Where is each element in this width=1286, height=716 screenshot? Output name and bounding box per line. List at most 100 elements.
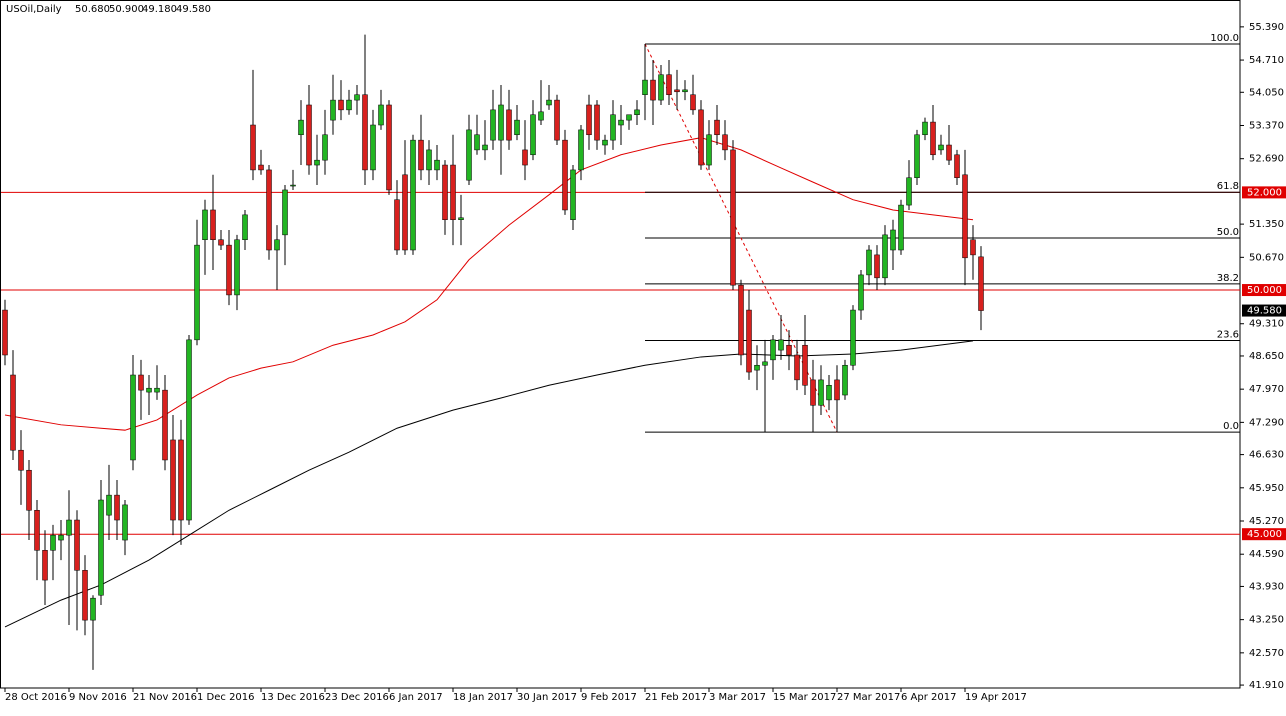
y-tick-label: 55.390 [1249, 22, 1284, 33]
x-tick-label: 21 Feb 2017 [645, 692, 707, 703]
candle-body [146, 387, 152, 393]
y-tick-label: 42.570 [1249, 648, 1284, 659]
fib-level-label: 23.6 [1217, 330, 1239, 341]
candle-body [786, 344, 792, 356]
candle-body [90, 597, 96, 621]
price-level-label: 52.000 [1247, 187, 1282, 198]
candle-body [554, 99, 560, 141]
candle-body [850, 309, 856, 366]
candle-body [834, 379, 840, 401]
plot-frame [0, 0, 1241, 689]
candle-body [330, 99, 336, 121]
chart-title: USOil,Daily [6, 4, 62, 15]
candle-body [610, 114, 616, 141]
candle-body [282, 189, 288, 236]
candle-body [714, 119, 720, 136]
candle-body [210, 209, 216, 241]
moving-average [4, 340, 974, 628]
ohlc-open: 50.680 [75, 4, 110, 15]
candle-body [306, 104, 312, 166]
candle-body [106, 494, 112, 516]
candle-body [698, 109, 704, 166]
candle-body [42, 550, 48, 581]
candle-body [234, 239, 240, 296]
candle-body [138, 374, 144, 391]
y-tick-label: 54.050 [1249, 87, 1284, 98]
candle-body [810, 379, 816, 406]
candle-body [482, 144, 488, 151]
y-tick-label: 43.930 [1249, 581, 1284, 592]
x-tick-label: 21 Nov 2016 [133, 692, 197, 703]
candle-body [250, 124, 256, 171]
candle-body [546, 99, 552, 106]
candle-body [66, 519, 72, 536]
candle-body [770, 339, 776, 361]
candle-body [178, 439, 184, 521]
candle-body [722, 134, 728, 151]
candle-body [506, 109, 512, 141]
candle-body [394, 199, 400, 251]
x-tick-label: 6 Jan 2017 [389, 692, 443, 703]
x-tick-label: 19 Apr 2017 [965, 692, 1027, 703]
candle-body [58, 534, 64, 541]
candle-body [618, 119, 624, 126]
candle-body [314, 159, 320, 166]
candle-body [170, 439, 176, 521]
y-tick-label: 43.250 [1249, 615, 1284, 626]
candle-body [498, 104, 504, 141]
y-tick-label: 53.370 [1249, 120, 1284, 131]
candle-body [562, 139, 568, 211]
candle-body [674, 89, 680, 93]
y-tick-label: 45.270 [1249, 516, 1284, 527]
price-level-tag [1242, 284, 1286, 297]
candle-body [690, 94, 696, 111]
candle-body [530, 114, 536, 156]
x-tick-label: 15 Mar 2017 [773, 692, 836, 703]
x-tick-label: 9 Nov 2016 [69, 692, 127, 703]
y-tick-label: 41.910 [1249, 680, 1284, 691]
candle-body [338, 99, 344, 111]
candle-body [258, 164, 264, 171]
candle-body [34, 510, 40, 551]
candle-body [898, 204, 904, 251]
candle-body [842, 364, 848, 396]
candle-body [882, 234, 888, 279]
candle-body [602, 139, 608, 146]
candle-body [794, 354, 800, 381]
candle-body [682, 89, 688, 93]
candle-body [322, 134, 328, 161]
candle-body [474, 134, 480, 151]
candle-body [594, 104, 600, 141]
fib-level-label: 50.0 [1217, 227, 1239, 238]
candle-body [114, 494, 120, 521]
candle-body [938, 144, 944, 151]
x-tick-label: 1 Dec 2016 [197, 692, 255, 703]
candle-body [186, 339, 192, 521]
candle-body [122, 504, 128, 541]
y-tick-label: 48.650 [1249, 351, 1284, 362]
y-tick-label: 54.710 [1249, 55, 1284, 66]
x-tick-label: 3 Mar 2017 [709, 692, 766, 703]
candle-body [754, 364, 760, 371]
candle-body [458, 217, 464, 220]
candle-body [442, 164, 448, 220]
candle-body [746, 309, 752, 373]
candle-body [410, 139, 416, 251]
candle-body [18, 449, 24, 471]
candle-body [202, 209, 208, 241]
candle-body [570, 169, 576, 220]
y-tick-label: 46.630 [1249, 450, 1284, 461]
candle-body [346, 99, 352, 111]
candle-body [658, 74, 664, 101]
current-price-tag [1242, 304, 1286, 317]
candle-body [586, 104, 592, 136]
candle-body [218, 239, 224, 246]
x-tick-label: 18 Jan 2017 [453, 692, 513, 703]
candle-body [26, 469, 32, 511]
candle-body [266, 169, 272, 251]
y-tick-label: 45.950 [1249, 483, 1284, 494]
moving-average [4, 137, 974, 431]
candle-body [418, 139, 424, 171]
x-tick-label: 9 Feb 2017 [581, 692, 637, 703]
candle-body [522, 149, 528, 166]
